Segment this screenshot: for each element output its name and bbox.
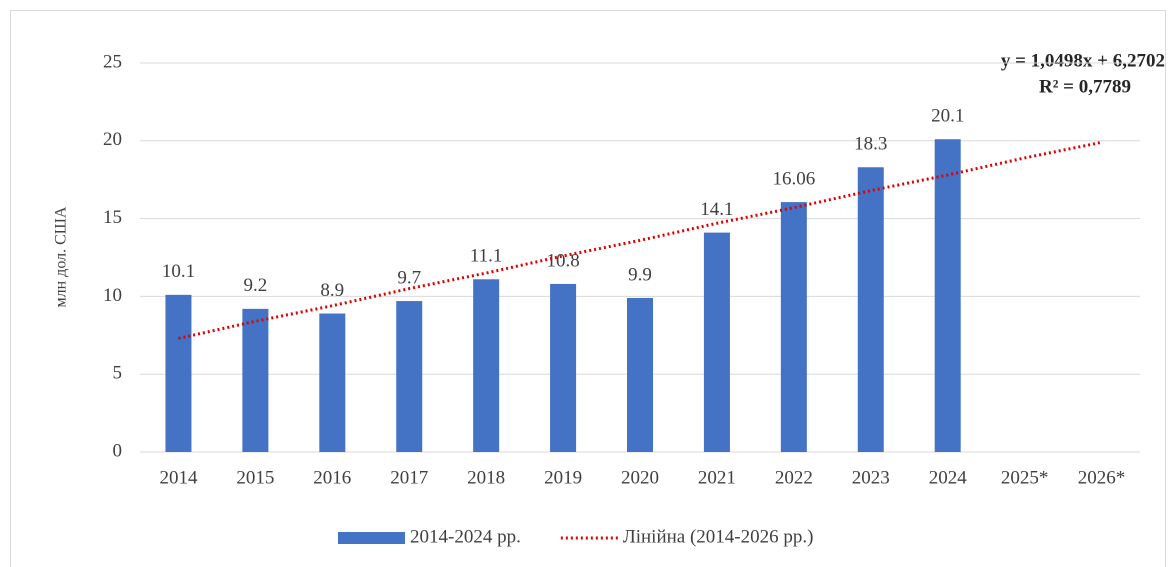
- data-label: 18.3: [854, 134, 887, 155]
- y-axis-label: млн дол. США: [53, 206, 70, 307]
- x-tick-label: 2017: [390, 467, 428, 488]
- x-tick-label: 2014: [159, 467, 198, 488]
- y-tick-label: 25: [103, 51, 122, 72]
- bar: [319, 313, 346, 452]
- y-tick-label: 0: [113, 440, 123, 461]
- bar: [780, 202, 807, 452]
- x-tick-label: 2016: [313, 467, 351, 488]
- bar: [396, 301, 423, 452]
- bar: [242, 308, 269, 452]
- legend-swatch: [338, 532, 405, 544]
- data-label: 8.9: [320, 280, 344, 301]
- data-label: 16.06: [772, 168, 815, 189]
- x-tick-label: 2023: [852, 467, 890, 488]
- trend-equation: y = 1,0498x + 6,2702: [1001, 50, 1165, 71]
- legend-label: Лінійна (2014-2026 рр.): [623, 526, 814, 547]
- x-tick-label: 2021: [698, 467, 736, 488]
- data-label: 14.1: [700, 199, 733, 220]
- bar: [165, 294, 192, 452]
- data-label: 9.7: [397, 267, 421, 288]
- bar: [703, 232, 730, 452]
- chart-border: [10, 10, 1166, 567]
- x-tick-label: 2015: [236, 467, 274, 488]
- y-tick-label: 15: [103, 207, 122, 228]
- x-tick-label: 2026*: [1078, 467, 1126, 488]
- y-tick-label: 10: [103, 285, 122, 306]
- bar: [550, 283, 577, 452]
- x-tick-label: 2020: [621, 467, 659, 488]
- x-tick-label: 2018: [467, 467, 505, 488]
- bar: [627, 297, 653, 452]
- bar: [934, 139, 961, 452]
- trend-r2: R² = 0,7789: [1039, 76, 1131, 97]
- y-tick-label: 5: [113, 363, 123, 384]
- bar: [473, 279, 500, 452]
- data-label: 10.1: [162, 261, 195, 282]
- data-label: 9.2: [244, 275, 268, 296]
- data-label: 11.1: [470, 246, 503, 267]
- y-tick-label: 20: [103, 129, 122, 150]
- x-tick-label: 2022: [775, 467, 813, 488]
- legend-label: 2014-2024 рр.: [410, 526, 521, 547]
- trend-line: [178, 140, 1102, 340]
- data-label: 20.1: [931, 106, 964, 127]
- x-tick-label: 2024: [929, 467, 968, 488]
- x-tick-label: 2025*: [1001, 467, 1049, 488]
- bar: [857, 167, 884, 452]
- x-tick-label: 2019: [544, 467, 582, 488]
- data-label: 9.9: [628, 264, 652, 285]
